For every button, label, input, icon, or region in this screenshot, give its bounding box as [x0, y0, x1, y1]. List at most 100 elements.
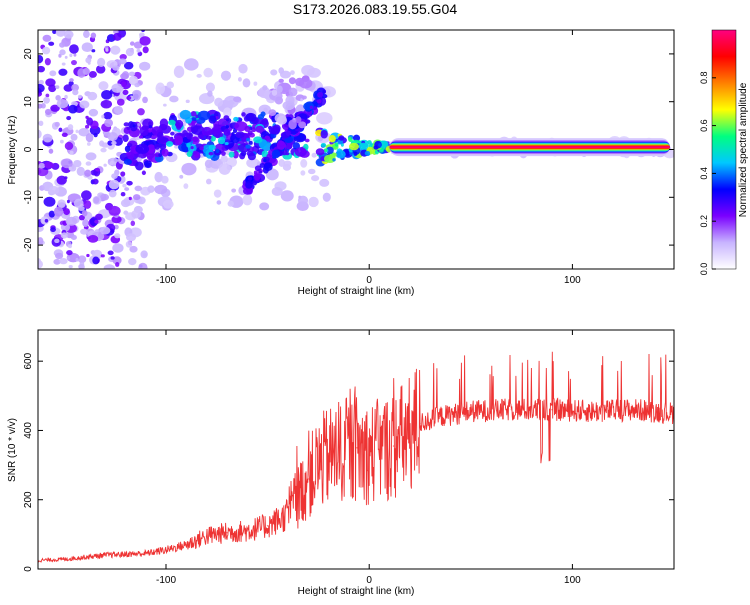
spectrogram-cell [276, 140, 286, 150]
spectrogram-cell [44, 108, 52, 116]
snr-point [632, 408, 635, 411]
spectrogram-cell [201, 126, 213, 136]
spectrogram-cell [276, 115, 288, 125]
spectrogram-cell [237, 77, 242, 82]
spectrogram-cell [159, 118, 169, 129]
spectrogram-cell [68, 166, 72, 171]
spectrogram-cell [216, 200, 222, 205]
spectrogram-cell [300, 98, 303, 102]
spectrogram-cell [213, 123, 219, 130]
spectrogram-cell [315, 148, 325, 156]
spectrogram-cell [161, 148, 169, 157]
x-tick-label: -100 [156, 575, 176, 586]
snr-point [419, 422, 421, 425]
spectrogram-cell [49, 70, 57, 77]
spectrogram-cell [126, 95, 132, 101]
spectrogram-cell [223, 128, 231, 137]
spectrogram-cell [295, 116, 302, 124]
spectrogram-cell [298, 78, 313, 89]
spectrogram-cell [78, 128, 90, 137]
spectrogram-cell [311, 175, 320, 182]
spectrogram-cell [271, 89, 278, 96]
spectrogram-cell [77, 255, 87, 264]
spectrogram-cell [300, 170, 306, 176]
spectrogram-cell [328, 134, 336, 143]
spectrogram-cell [141, 30, 146, 33]
spectrogram-cell [103, 163, 107, 167]
spectrogram-cell [38, 237, 44, 246]
spectrogram-cell [348, 142, 359, 151]
spectrogram-cell [115, 261, 120, 267]
spectrogram-cell [224, 141, 229, 146]
spectrogram-cell [271, 186, 283, 196]
spectrogram-cell [247, 176, 253, 181]
spectrogram-cell [69, 150, 74, 155]
spectrogram-cell [81, 190, 92, 201]
spectrogram-cell [101, 89, 113, 100]
spectrogram-cell [168, 119, 176, 126]
spectrogram-cell [235, 131, 245, 139]
spectrogram-cell [53, 258, 61, 265]
colorbar: 0.0 0.2 0.4 0.6 0.8 Normalized spectral ampl… [699, 29, 749, 275]
spectrogram-cell [146, 155, 153, 160]
spectrogram-cell [154, 143, 160, 150]
spectrogram-cell [191, 120, 196, 126]
spectrogram-cell [72, 89, 79, 96]
spectrogram-cell [43, 96, 50, 104]
spectrogram-cell [189, 133, 193, 137]
spectrogram-cell [311, 152, 317, 158]
spectrogram-cell [191, 125, 205, 136]
spectrogram-cell [112, 243, 124, 253]
spectrogram-cell [263, 158, 267, 163]
spectrogram-cell [86, 142, 91, 146]
snr-point [591, 410, 594, 413]
spectrogram-cell [100, 99, 113, 109]
snr-point [404, 436, 407, 439]
spectrogram-cell [316, 99, 322, 104]
spectrogram-cell [119, 54, 127, 60]
spectrogram-cell [138, 262, 148, 269]
spectrogram-cell [143, 160, 152, 168]
spectrogram-cell [220, 155, 228, 164]
spectrogram-cell [44, 58, 51, 66]
spectrogram-cell [58, 127, 63, 133]
spectrogram-cell [94, 219, 99, 224]
spectrogram-cell [288, 119, 297, 130]
spectrogram-cell [123, 122, 130, 127]
colorbar-tick-label: 0.4 [699, 167, 709, 180]
spectrogram-cell [220, 70, 232, 81]
spectrogram-cell [260, 111, 266, 117]
spectrogram-cell [138, 135, 143, 139]
spectrogram-cell [182, 130, 188, 136]
spectrogram-cell [319, 178, 330, 187]
spectrogram-cell [110, 45, 121, 55]
spectrogram-cell [146, 144, 156, 154]
spectrogram-cell [208, 151, 214, 156]
y-tick-label: 200 [23, 491, 34, 508]
spectrogram-cell [84, 169, 92, 177]
spectrogram-cell [85, 133, 94, 143]
snr-point [246, 530, 249, 532]
spectrogram-cell [54, 121, 60, 127]
tone-line-band [389, 146, 670, 149]
spectrogram-cell [92, 178, 99, 185]
spectrogram-cell [282, 100, 295, 111]
spectrogram-cell [64, 94, 68, 100]
spectrogram-cell [278, 159, 286, 167]
snr-point [344, 450, 346, 453]
spectrogram-cell [118, 58, 127, 65]
snr-x-ticks: -100 0 100 [156, 330, 581, 586]
spectrogram-cell [113, 105, 123, 115]
spectrogram-cell [139, 126, 149, 137]
snr-frame [37, 329, 675, 570]
spectrogram-cell [73, 53, 77, 57]
spectrogram-cell [232, 150, 239, 159]
spectrogram-cell [231, 132, 235, 136]
spectrogram-cell [238, 63, 248, 74]
snr-series-line [38, 351, 674, 563]
spectrogram-cell [126, 180, 133, 186]
spectrogram-cell [199, 146, 204, 151]
spectrogram-cell [242, 78, 251, 88]
